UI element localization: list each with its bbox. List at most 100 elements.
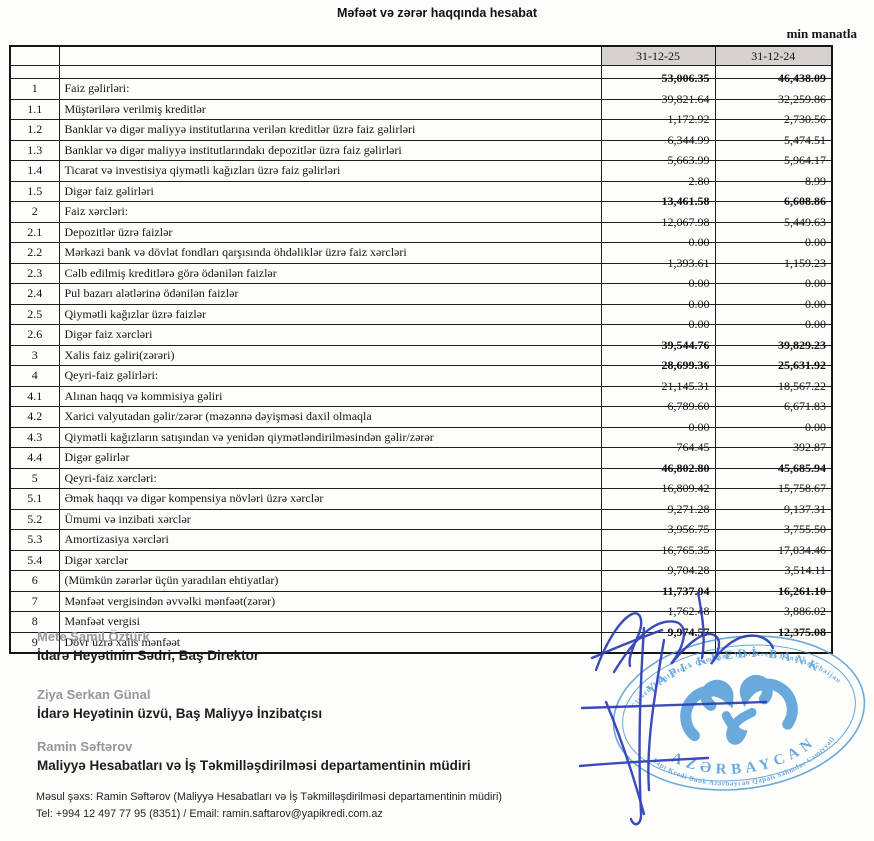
- row-number: 2.5: [9, 303, 60, 325]
- row-label: Əmək haqqı və digər kompensiya növləri ü…: [58, 488, 602, 510]
- signatory-name: Mete Şamil Öztürk: [37, 629, 150, 644]
- row-number: 5: [9, 467, 60, 489]
- row-value-col2: 6,671.83: [714, 400, 833, 428]
- row-label: Qeyri-faiz xərcləri:: [58, 467, 602, 489]
- row-number: 1.1: [9, 98, 60, 120]
- row-number: 7: [9, 590, 60, 612]
- stamp-outer-text-bottom: Yapı Kredi Bank Azərbaycan Qapalı Səhmda…: [650, 734, 840, 797]
- row-label: Ticarət və investisiya qiymətli kağızlar…: [58, 160, 602, 182]
- row-label: Amortizasiya xərcləri: [58, 529, 602, 551]
- unit-note: min manatla: [786, 26, 857, 41]
- row-label: Mənfəət vergisindən əvvəlki mənfəət(zərə…: [58, 590, 602, 612]
- signatory-name: Ramin Səftərov: [37, 739, 133, 754]
- row-label: Qeyri-faiz gəlirləri:: [58, 365, 602, 387]
- row-label: Müştərilərə verilmiş kreditlər: [58, 98, 602, 120]
- svg-text:AZƏRBAYCAN: AZƏRBAYCAN: [667, 732, 822, 786]
- bank-logo-swirl-icon: [680, 674, 798, 745]
- report-table-body: 1 Faiz gəlirləri: 53,006.35 46,438.09 1.…: [9, 72, 833, 654]
- row-value-col2: 0.00: [714, 318, 833, 346]
- table-row: 4.3 Qiymətli kağızların satışından və ye…: [9, 421, 833, 448]
- row-value-col1: 28,699.36: [600, 359, 716, 387]
- row-label: Digər faiz gəlirləri: [58, 180, 602, 202]
- row-number: 5.2: [9, 508, 60, 530]
- signatory-role: Maliyyə Hesabatları və İş Təkmilləşdiril…: [37, 758, 471, 774]
- row-label: Depozitlər üzrə faizlər: [58, 221, 602, 243]
- row-value-col1: 12,067.98: [600, 216, 716, 243]
- row-number: 1: [9, 78, 60, 100]
- row-value-col2: 39,829.23: [714, 339, 833, 366]
- signatory-role: İdarə Heyətinin Sədri, Baş Direktor: [37, 648, 260, 664]
- profit-loss-table: 31-12-25 31-12-24 1 Faiz gəlirləri: 53,0…: [9, 45, 833, 654]
- row-number: 2.3: [9, 262, 60, 284]
- row-label: Xalis faiz gəliri(zərəri): [58, 344, 602, 366]
- row-number: 2.6: [9, 324, 60, 346]
- row-number: 1.3: [9, 139, 60, 161]
- table-row: 1.1 Müştərilərə verilmiş kreditlər 39,82…: [9, 93, 833, 120]
- row-value-col2: 0.00: [714, 277, 833, 305]
- table-row: 1.2 Banklar və digər maliyyə institutlar…: [9, 113, 833, 141]
- row-number: 2: [9, 201, 60, 223]
- row-number: 4.4: [9, 447, 60, 469]
- column-header-31-12-24: 31-12-24: [714, 45, 833, 66]
- row-label: Qiymətli kağızların satışından və yenidə…: [58, 426, 602, 448]
- row-number: 1.4: [9, 160, 60, 182]
- row-label: Xarici valyutadan gəlir/zərər (məzənnə d…: [58, 406, 602, 428]
- row-value-col2: 5,449.63: [714, 216, 833, 243]
- table-row: 1 Faiz gəlirləri: 53,006.35 46,438.09: [9, 72, 833, 100]
- row-value-col2: 5,474.51: [714, 134, 833, 161]
- table-row: 6 (Mümkün zərərlər üçün yaradılan ehtiya…: [9, 564, 833, 592]
- row-label: Mərkəzi bank və dövlət fondları qarşısın…: [58, 242, 602, 264]
- table-row: 5.1 Əmək haqqı və digər kompensiya növlə…: [9, 482, 833, 510]
- row-number: 1.5: [9, 180, 60, 202]
- row-label: Faiz xərcləri:: [58, 201, 602, 223]
- table-row: 4.2 Xarici valyutadan gəlir/zərər (məzən…: [9, 400, 833, 428]
- row-number: 1.2: [9, 119, 60, 141]
- row-value-col2: 18,567.22: [714, 380, 833, 407]
- row-number: 5.3: [9, 529, 60, 551]
- row-label: Digər faiz xərcləri: [58, 324, 602, 346]
- row-label: Faiz gəlirləri:: [58, 78, 602, 100]
- table-row: 4.1 Alınan haqq və kommisiya gəliri 21,1…: [9, 380, 833, 407]
- row-number: 4.2: [9, 406, 60, 428]
- row-label: Digər gəlirlər: [58, 447, 602, 469]
- table-row: 5.4 Digər xərclər 16,765.35 17,034.46: [9, 544, 833, 571]
- table-row: 1.4 Ticarət və investisiya qiymətli kağı…: [9, 154, 833, 182]
- responsible-person-line: Məsul şəxs: Ramin Səftərov (Maliyyə Hesa…: [36, 791, 503, 803]
- row-value-col1: 9,974.57: [600, 626, 716, 654]
- table-row: 2.2 Mərkəzi bank və dövlət fondları qarş…: [9, 236, 833, 264]
- row-label: (Mümkün zərərlər üçün yaradılan ehtiyatl…: [58, 570, 602, 592]
- row-value-col2: 3,514.11: [714, 564, 833, 592]
- page-title: Məfəət və zərər haqqında hesabat: [336, 6, 538, 20]
- stamp-inner-ring: [622, 644, 856, 782]
- row-label: Dövr üzrə xalis mənfəət: [58, 631, 602, 654]
- row-label: Alınan haqq və kommisiya gəliri: [58, 385, 602, 407]
- table-row: 2.4 Pul bazarı alətlərinə ödənilən faizl…: [9, 277, 833, 305]
- svg-text:Yapı Kredi Bank Azərbaycan Qap: Yapı Kredi Bank Azərbaycan Qapalı Səhmda…: [650, 734, 840, 797]
- column-header-31-12-25: 31-12-25: [600, 45, 716, 66]
- signatory-block-cfo: Ziya Serkan Günal İdarə Heyətinin üzvü, …: [37, 687, 322, 723]
- row-label: Digər xərclər: [58, 549, 602, 571]
- table-row: 2.6 Digər faiz xərcləri 0.00 0.00: [9, 318, 833, 346]
- contact-block: Məsul şəxs: Ramin Səftərov (Maliyyə Hesa…: [36, 789, 502, 824]
- row-value-col2: 12,375.08: [714, 626, 833, 654]
- table-row: 1.3 Banklar və digər maliyyə institutlar…: [9, 134, 833, 161]
- table-row: 2.3 Cəlb edilmiş kreditlərə görə ödənilə…: [9, 257, 833, 284]
- signatory-block-ceo: Mete Şamil Öztürk İdarə Heyətinin Sədri,…: [37, 629, 259, 665]
- row-value-col1: 3,956.75: [600, 523, 716, 551]
- row-label: Ümumi və inzibati xərclər: [58, 508, 602, 530]
- row-value-col1: 46,802.80: [600, 462, 716, 489]
- row-number: 4: [9, 365, 60, 387]
- table-header-row: 31-12-25 31-12-24: [9, 45, 833, 66]
- row-label: Cəlb edilmiş kreditlərə görə ödənilən fa…: [58, 262, 602, 284]
- row-number: 6: [9, 570, 60, 592]
- row-value-col2: 6,608.86: [714, 195, 833, 223]
- table-row: 7 Mənfəət vergisindən əvvəlki mənfəət(zə…: [9, 585, 833, 612]
- tel-email-line: Tel: +994 12 497 77 95 (8351) / Email: r…: [36, 808, 383, 821]
- row-label: Banklar və digər maliyyə institutlarına …: [58, 119, 602, 141]
- row-value-col2: 17,034.46: [714, 544, 833, 571]
- row-number: 2.2: [9, 242, 60, 264]
- row-value-col2: 32,259.86: [714, 93, 833, 120]
- row-label: Banklar və digər maliyyə institutlarında…: [58, 139, 602, 161]
- row-number: 4.3: [9, 426, 60, 448]
